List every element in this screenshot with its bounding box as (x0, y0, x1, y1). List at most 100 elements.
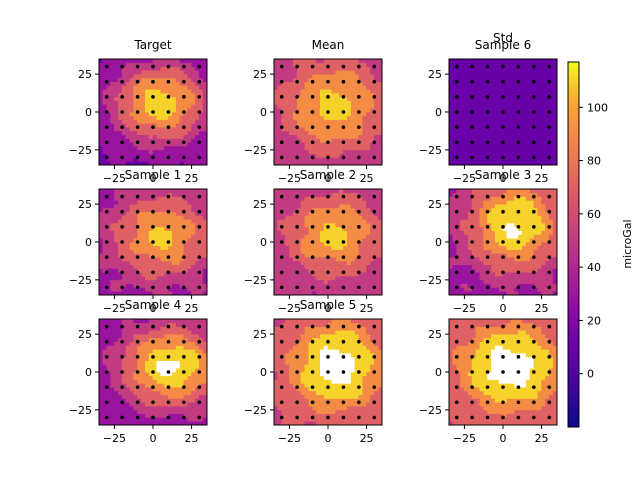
contour-cell (358, 138, 364, 143)
contour-cell (506, 81, 512, 86)
contour-cell (487, 160, 492, 166)
contour-cell (533, 268, 539, 273)
observation-point (104, 285, 109, 290)
contour-cell (281, 96, 286, 101)
contour-cell (98, 226, 104, 231)
contour-cell (156, 200, 162, 205)
contour-cell (525, 100, 531, 105)
observation-point (454, 125, 459, 129)
contour-cell (319, 260, 325, 266)
contour-cell (323, 160, 329, 166)
contour-cell (175, 70, 181, 75)
observation-point (326, 79, 330, 84)
contour-cell (308, 215, 313, 220)
contour-cell (521, 249, 527, 254)
contour-cell (448, 283, 454, 288)
contour-cell (354, 123, 360, 128)
contour-cell (141, 200, 146, 205)
contour-cell (548, 157, 554, 162)
contour-cell (494, 226, 500, 231)
contour-cell (510, 249, 515, 254)
contour-cell (168, 218, 173, 224)
contour-cell (98, 237, 104, 243)
contour-cell (98, 149, 104, 154)
contour-cell (346, 207, 352, 213)
contour-cell (548, 62, 554, 67)
contour-cell (183, 241, 189, 247)
contour-cell (541, 145, 546, 151)
contour-cell (277, 203, 283, 209)
contour-cell (110, 268, 115, 273)
contour-cell (339, 241, 344, 247)
contour-cell (156, 104, 162, 109)
contour-cell (98, 107, 104, 113)
contour-cell (448, 192, 454, 197)
contour-cell (456, 119, 461, 124)
contour-cell (377, 123, 383, 128)
contour-cell (331, 196, 337, 201)
contour-cell (289, 279, 294, 284)
contour-cell (487, 253, 492, 258)
contour-cell (331, 218, 337, 224)
contour-cell (137, 268, 142, 273)
contour-cell (277, 245, 283, 250)
contour-cell (289, 73, 294, 79)
contour-cell (277, 237, 283, 243)
contour-cell (304, 66, 310, 71)
contour-cell (110, 119, 115, 124)
contour-cell (467, 192, 473, 197)
contour-cell (343, 107, 348, 113)
contour-cell (110, 77, 115, 83)
contour-cell (175, 290, 181, 296)
contour-cell (300, 241, 306, 247)
observation-point (197, 64, 202, 69)
contour-cell (518, 119, 523, 124)
contour-cell (191, 245, 196, 250)
contour-cell (533, 253, 539, 258)
contour-cell (346, 230, 352, 235)
contour-cell (452, 85, 458, 90)
contour-cell (471, 96, 477, 101)
contour-cell (541, 188, 546, 194)
contour-cell (106, 160, 111, 166)
contour-cell (195, 138, 200, 143)
contour-cell (479, 123, 485, 128)
contour-cell (171, 160, 177, 166)
contour-cell (467, 85, 473, 90)
contour-cell (533, 230, 539, 235)
observation-point (310, 64, 315, 69)
contour-cell (498, 264, 504, 269)
contour-cell (148, 66, 154, 71)
contour-cell (319, 88, 325, 94)
contour-cell (494, 287, 500, 292)
contour-cell (475, 271, 481, 277)
contour-cell (483, 62, 488, 67)
contour-cell (475, 123, 481, 128)
observation-point (104, 255, 109, 259)
contour-cell (323, 275, 329, 281)
contour-cell (102, 92, 108, 98)
contour-cell (296, 283, 302, 288)
contour-cell (195, 226, 200, 231)
contour-cell (456, 275, 461, 281)
contour-cell (452, 77, 458, 83)
contour-cell (343, 130, 348, 136)
contour-cell (366, 264, 371, 269)
contour-cell (358, 237, 364, 243)
contour-cell (316, 66, 321, 71)
contour-cell (366, 196, 371, 201)
contour-cell (498, 218, 504, 224)
contour-cell (529, 196, 535, 201)
contour-cell (98, 88, 104, 94)
contour-cell (456, 237, 461, 243)
contour-cell (521, 207, 527, 213)
contour-cell (506, 275, 512, 281)
contour-cell (171, 138, 177, 143)
contour-cell (300, 126, 306, 132)
contour-cell (179, 149, 185, 154)
contour-cell (129, 134, 135, 139)
contour-cell (168, 145, 173, 151)
contour-cell (129, 260, 135, 266)
contour-cell (510, 66, 515, 71)
